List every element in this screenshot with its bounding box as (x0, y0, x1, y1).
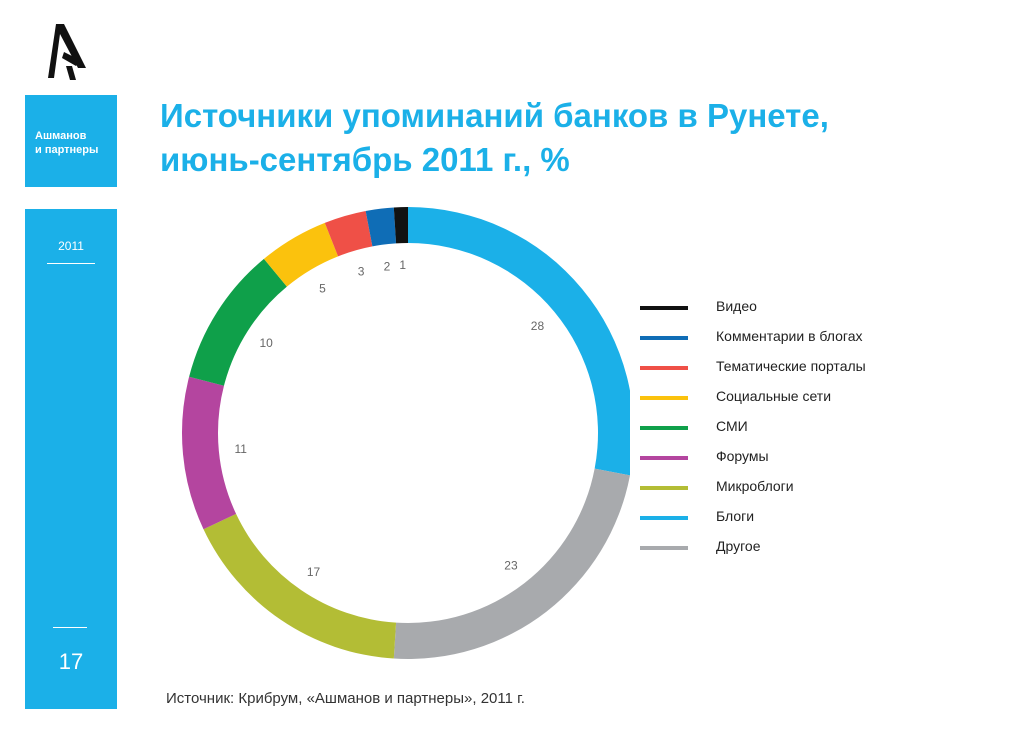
legend-swatch (640, 366, 688, 370)
segment-value-label: 5 (319, 281, 326, 295)
legend-label: Микроблоги (716, 478, 794, 494)
segment-value-label: 17 (307, 565, 321, 579)
ring-segment (263, 222, 339, 287)
legend-swatch (640, 396, 688, 400)
sidebar: 2011 17 (25, 209, 117, 709)
segment-value-label: 23 (504, 559, 518, 573)
brand-block: Ашманов и партнеры (25, 95, 117, 187)
legend-label: Тематические порталы (716, 358, 866, 374)
ring-segment (408, 207, 630, 476)
legend-label: СМИ (716, 418, 748, 434)
agency-logo-icon (48, 24, 86, 80)
source-note: Источник: Крибрум, «Ашманов и партнеры»,… (166, 690, 525, 707)
page-title: Источники упоминаний банков в Рунете, ию… (160, 94, 920, 182)
legend-label: Форумы (716, 448, 769, 464)
sidebar-year: 2011 (58, 239, 84, 253)
segment-value-label: 2 (384, 259, 391, 273)
legend-swatch (640, 456, 688, 460)
ring-segment (365, 207, 397, 247)
legend-swatch (640, 486, 688, 490)
legend-swatch (640, 546, 688, 550)
legend-label: Блоги (716, 508, 755, 524)
ring-segment (203, 513, 397, 659)
brand-name-line1: Ашманов (35, 130, 87, 142)
legend-swatch (640, 426, 688, 430)
legend-label: Комментарии в блогах (716, 328, 863, 344)
page-number: 17 (58, 649, 84, 674)
sidebar-divider-bottom (53, 627, 87, 628)
legend-label: Социальные сети (716, 388, 832, 404)
legend-swatch (640, 516, 688, 520)
legend-label: Другое (716, 538, 761, 554)
sidebar-divider-top (47, 263, 95, 264)
ring-segment (393, 207, 408, 244)
page-title-line2: июнь-сентябрь 2011 г., % (160, 141, 570, 178)
brand-name-line2: и партнеры (35, 144, 99, 156)
segment-value-label: 11 (235, 442, 248, 456)
ring-segment (189, 258, 287, 386)
legend-label: Видео (716, 298, 757, 314)
legend-swatch (640, 336, 688, 340)
segment-value-label: 1 (399, 258, 406, 272)
page-title-line1: Источники упоминаний банков в Рунете, (160, 97, 829, 134)
ring-chart: 28 23 17 11 10 5 3 2 1 (181, 207, 630, 659)
ring-segment (181, 376, 237, 530)
legend-swatch (640, 306, 688, 310)
segment-value-label: 28 (531, 319, 545, 333)
ring-segment (324, 211, 373, 257)
segment-value-label: 10 (259, 336, 273, 350)
ring-segment (393, 468, 630, 659)
segment-value-label: 3 (358, 265, 365, 279)
